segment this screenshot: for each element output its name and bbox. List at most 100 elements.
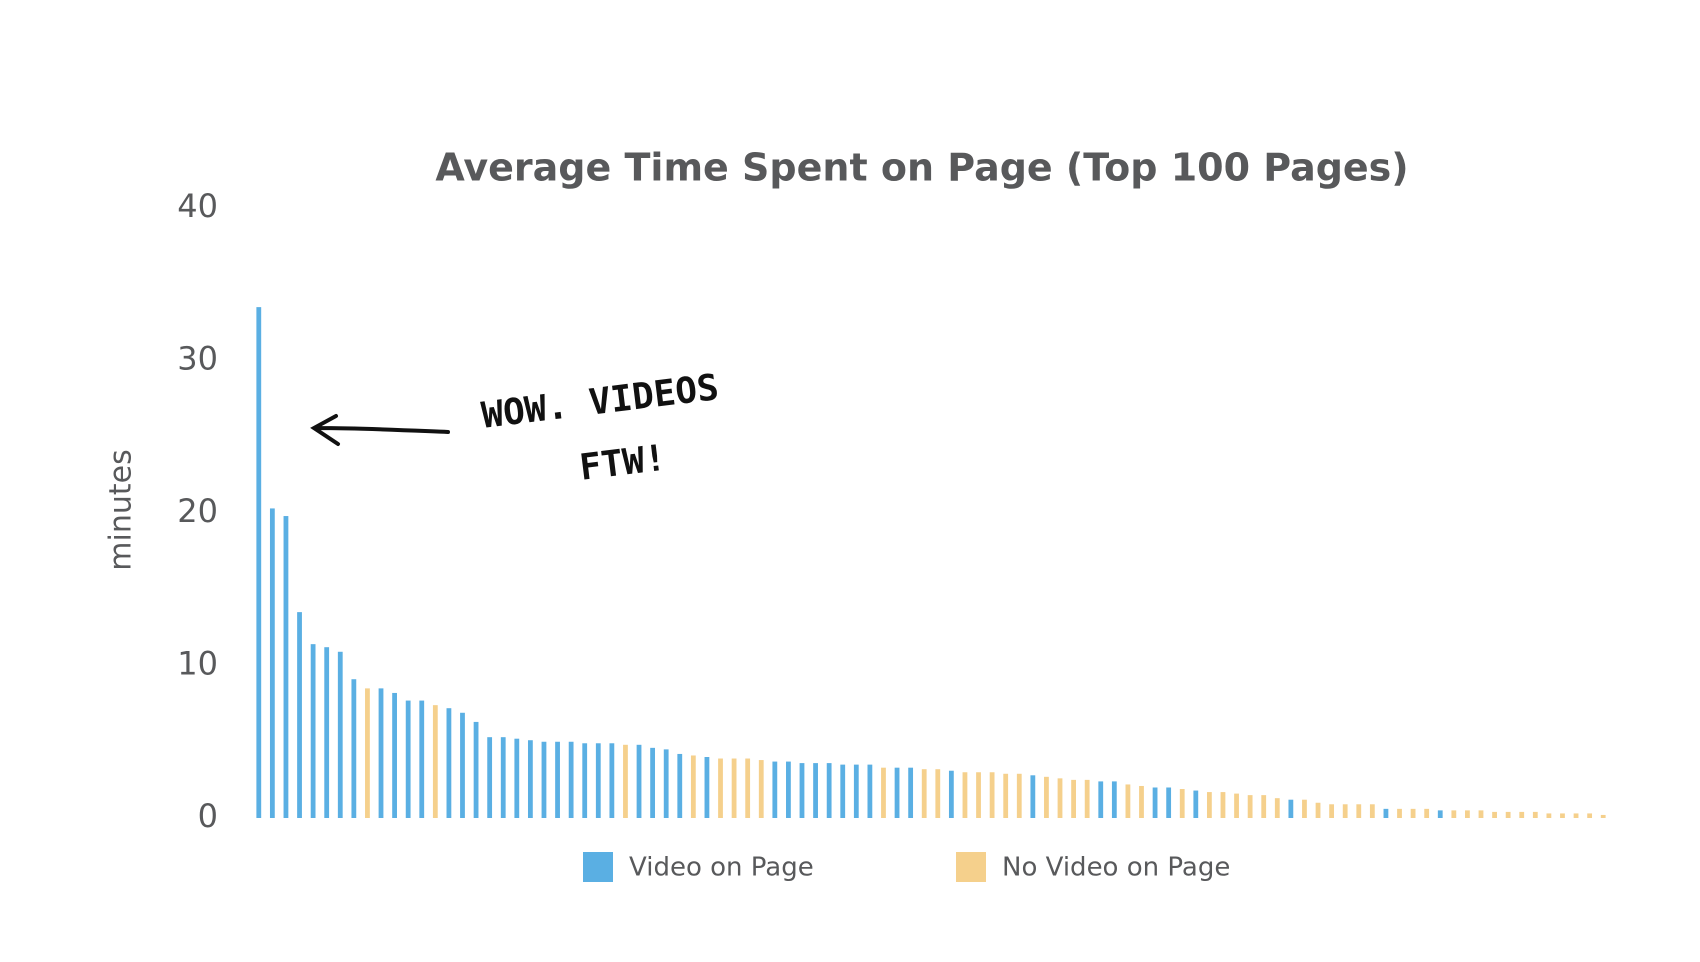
bar: [1302, 799, 1307, 818]
bar: [324, 647, 330, 818]
bar: [826, 763, 832, 818]
bar: [1044, 776, 1049, 818]
bar: [1247, 795, 1253, 818]
bar: [650, 747, 656, 818]
bar: [378, 688, 384, 818]
bar: [297, 612, 302, 818]
bar: [1220, 792, 1226, 818]
bar: [1206, 792, 1212, 818]
bar: [623, 744, 628, 818]
bar: [1465, 810, 1470, 818]
bar: [595, 743, 601, 818]
bar: [677, 753, 683, 818]
bar: [1152, 787, 1158, 818]
bar: [1546, 813, 1552, 818]
bar: [1003, 773, 1009, 818]
bar: [1383, 808, 1389, 818]
bar: [636, 744, 642, 818]
bar: [1016, 773, 1022, 818]
bar: [1234, 793, 1239, 818]
bar: [1084, 779, 1090, 818]
bar: [704, 757, 710, 818]
bar: [1505, 811, 1511, 818]
legend-label: Video on Page: [629, 853, 814, 883]
bar: [432, 705, 438, 818]
bar: [935, 769, 941, 818]
bar: [881, 767, 886, 818]
y-tick-label: 30: [177, 340, 218, 378]
bar: [460, 712, 465, 818]
bar: [1587, 813, 1593, 818]
bar: [609, 743, 615, 818]
bar: [1030, 775, 1036, 818]
bar: [853, 764, 859, 818]
bar: [405, 700, 411, 818]
annotation-text: FTW!: [577, 438, 668, 489]
bar: [976, 772, 981, 818]
bar: [514, 738, 520, 818]
bar: [921, 769, 927, 818]
bar: [894, 767, 900, 818]
bar: [1424, 808, 1430, 818]
bar: [1274, 798, 1280, 818]
bar: [1071, 779, 1076, 818]
bar: [473, 721, 479, 818]
bar: [1437, 810, 1443, 818]
bar: [663, 749, 669, 818]
bar: [1451, 810, 1457, 818]
bar: [1125, 784, 1131, 818]
bar: [1573, 813, 1579, 818]
bar: [1342, 804, 1348, 818]
bar: [527, 740, 533, 818]
bar: [718, 758, 723, 818]
annotation-text: WOW. VIDEOS: [479, 367, 721, 437]
bar: [1166, 787, 1172, 818]
bar: [310, 644, 316, 818]
bar: [1179, 789, 1185, 818]
bar: [840, 764, 846, 818]
bar: [962, 772, 968, 818]
bar: [867, 764, 873, 818]
legend-swatch: [583, 852, 613, 882]
bar: [269, 508, 275, 818]
bar: [731, 758, 737, 818]
bar: [1478, 810, 1484, 818]
bar: [989, 772, 995, 818]
bar: [1057, 778, 1063, 818]
bar: [1492, 811, 1497, 818]
bar: [351, 679, 357, 818]
bar: [1397, 808, 1402, 818]
bar: [1600, 814, 1606, 818]
bar: [365, 688, 370, 818]
y-tick-label: 40: [177, 187, 218, 225]
annotation: WOW. VIDEOS FTW!: [310, 367, 721, 489]
bar: [813, 763, 818, 818]
bar: [541, 741, 547, 818]
bar: [772, 761, 778, 818]
bar: [1369, 804, 1375, 818]
bar: [1560, 813, 1565, 818]
bar: [908, 767, 914, 818]
bar: [487, 737, 493, 818]
bar: [582, 743, 588, 818]
bar: [392, 692, 397, 818]
bar: [283, 516, 289, 818]
bar: [758, 760, 764, 818]
legend-label: No Video on Page: [1002, 853, 1230, 883]
bar: [419, 700, 425, 818]
bar: [1532, 811, 1538, 818]
bar: [1519, 811, 1525, 818]
y-axis-label: minutes: [104, 449, 139, 570]
bar: [799, 763, 805, 818]
bar: [690, 755, 696, 818]
bar: [568, 741, 574, 818]
bar: [1193, 790, 1199, 818]
bar: [786, 761, 791, 818]
y-tick-label: 20: [177, 492, 218, 530]
bar: [555, 741, 560, 818]
bar: [1410, 808, 1416, 818]
bar: [1098, 781, 1104, 818]
bar: [500, 737, 506, 818]
